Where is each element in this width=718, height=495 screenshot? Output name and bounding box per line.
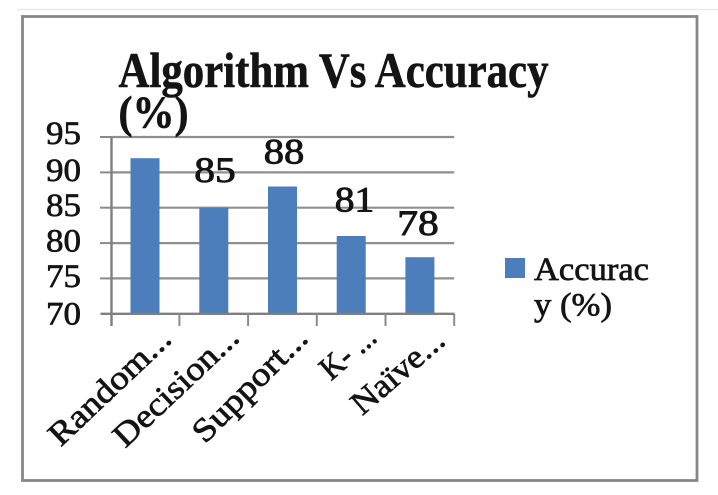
svg-text:85: 85 <box>194 150 236 190</box>
svg-text:y (%): y (%) <box>534 288 612 324</box>
svg-text:95: 95 <box>46 116 81 152</box>
svg-text:Algorithm Vs Accuracy: Algorithm Vs Accuracy <box>119 42 549 98</box>
svg-text:88: 88 <box>264 132 305 172</box>
svg-text:81: 81 <box>335 180 375 220</box>
svg-text:(%): (%) <box>119 88 189 138</box>
svg-text:80: 80 <box>46 224 81 260</box>
svg-text:78: 78 <box>397 203 439 243</box>
svg-text:70: 70 <box>46 297 81 333</box>
svg-text:Accurac: Accurac <box>534 252 649 288</box>
svg-text:75: 75 <box>46 259 81 295</box>
svg-text:85: 85 <box>46 188 81 224</box>
svg-text:90: 90 <box>46 153 81 189</box>
